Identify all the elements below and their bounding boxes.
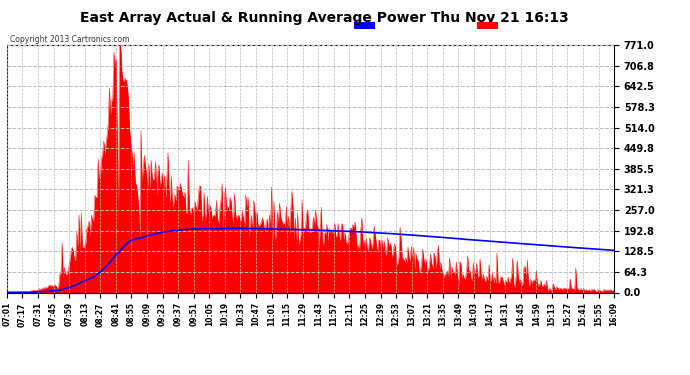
Text: Copyright 2013 Cartronics.com: Copyright 2013 Cartronics.com [10, 35, 130, 44]
Text: East Array Actual & Running Average Power Thu Nov 21 16:13: East Array Actual & Running Average Powe… [80, 11, 569, 25]
Legend: Average (DC Watts), East Array (DC Watts): Average (DC Watts), East Array (DC Watts… [352, 20, 610, 32]
